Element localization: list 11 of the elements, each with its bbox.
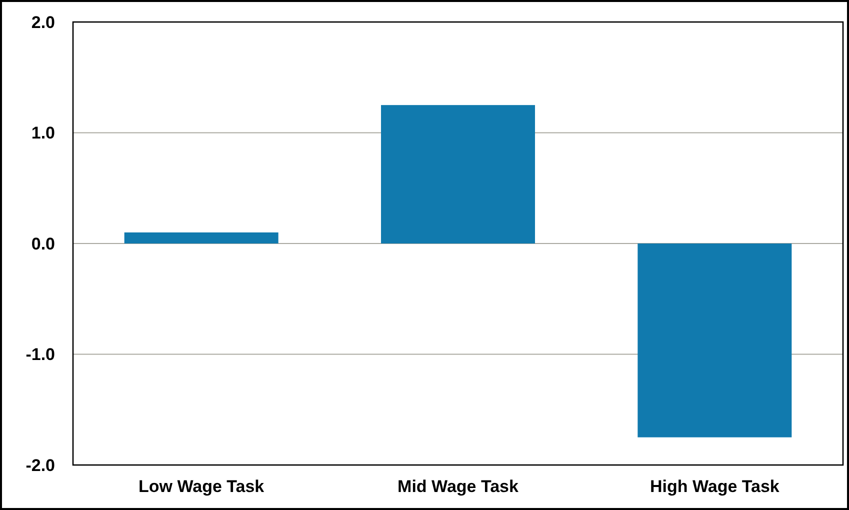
y-tick-label: -1.0 — [26, 345, 55, 364]
y-tick-label: -2.0 — [26, 456, 55, 475]
bar — [124, 232, 278, 244]
x-tick-label: Mid Wage Task — [398, 477, 519, 496]
y-tick-label: 0.0 — [31, 234, 55, 254]
x-tick-label: High Wage Task — [650, 477, 780, 496]
x-tick-label: Low Wage Task — [138, 477, 265, 496]
bar — [381, 105, 535, 244]
y-tick-label: 2.0 — [31, 12, 55, 32]
y-tick-label: 1.0 — [31, 124, 55, 143]
bar — [638, 244, 792, 438]
